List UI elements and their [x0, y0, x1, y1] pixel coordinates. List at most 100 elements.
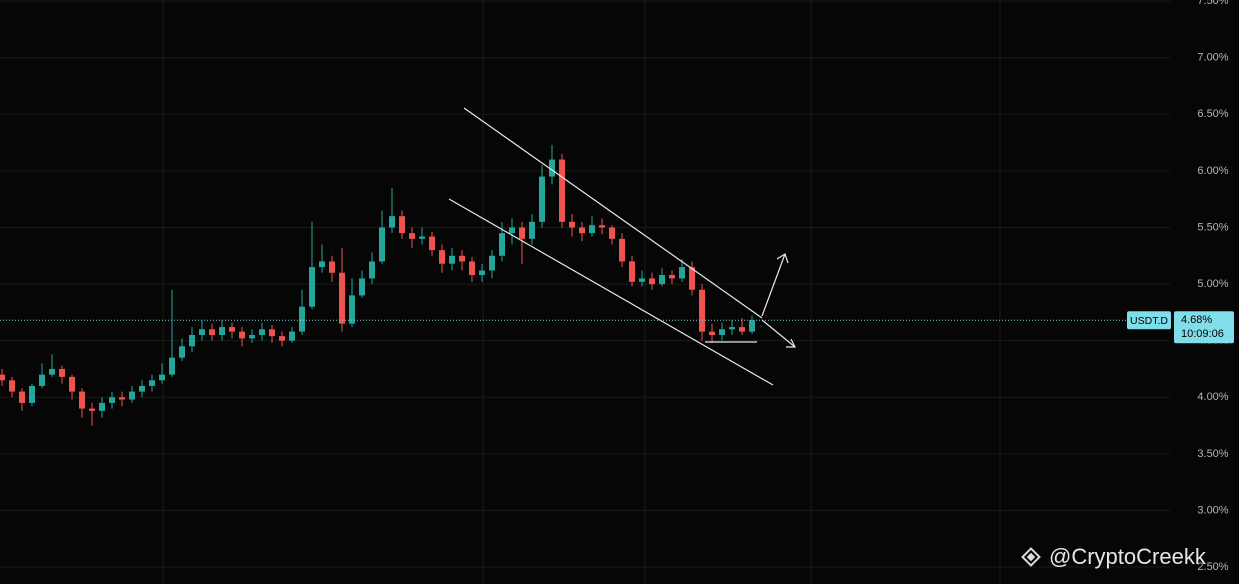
arrow-down-head — [786, 338, 796, 348]
candle-body — [59, 368, 65, 377]
candle-body — [379, 227, 385, 262]
y-tick-label: 2.50% — [1197, 561, 1228, 573]
candle-body — [479, 270, 485, 276]
vertical-grid — [162, 0, 1001, 584]
candle-body — [349, 295, 355, 324]
arrow-up — [761, 253, 786, 317]
candle-body — [39, 374, 45, 386]
candle-body — [279, 336, 285, 341]
candle-body — [249, 335, 255, 339]
candle-body — [219, 327, 225, 336]
candle-body — [539, 176, 545, 222]
candle-body — [0, 374, 5, 381]
candle-body — [489, 255, 495, 271]
candle-body — [549, 159, 555, 177]
candle-body — [309, 267, 315, 307]
candle-body — [239, 331, 245, 339]
candle-body — [129, 391, 135, 400]
candle-body — [199, 329, 205, 336]
candle-body — [89, 408, 95, 411]
candle-body — [509, 227, 515, 234]
symbol-label: USDT.D — [1130, 315, 1168, 327]
candle-body — [19, 391, 25, 403]
candle-body — [519, 227, 525, 239]
candle-body — [139, 385, 145, 392]
candle-body — [49, 368, 55, 375]
candle-body — [99, 402, 105, 411]
candle-body — [569, 221, 575, 228]
candle-body — [159, 374, 165, 381]
price-box — [1174, 311, 1234, 344]
candle-body — [329, 261, 335, 273]
candle-body — [149, 380, 155, 386]
candle-body — [319, 261, 325, 268]
candle-body — [599, 225, 605, 228]
watermark: @CryptoCreekk — [1021, 544, 1207, 569]
candle-body — [369, 261, 375, 279]
channel-lower — [448, 198, 774, 386]
candle-body — [749, 320, 755, 332]
symbol-box — [1127, 311, 1171, 330]
candles — [0, 144, 755, 426]
candle-body — [189, 335, 195, 347]
candle-body — [449, 255, 455, 264]
candle-body — [299, 306, 305, 332]
arrow-down — [761, 319, 796, 348]
candle-body — [429, 236, 435, 251]
candle-body — [679, 267, 685, 279]
candle-body — [389, 216, 395, 228]
candle-body — [409, 233, 415, 239]
candle-body — [629, 261, 635, 282]
candle-body — [589, 225, 595, 234]
candle-body — [209, 329, 215, 336]
candle-body — [619, 238, 625, 262]
candle-body — [529, 221, 535, 239]
candle-body — [359, 278, 365, 296]
candle-body — [229, 327, 235, 332]
candle-body — [659, 275, 665, 285]
candle-body — [29, 385, 35, 403]
candle-body — [639, 278, 645, 282]
candle-body — [339, 272, 345, 324]
countdown-label: 10:09:06 — [1181, 328, 1224, 340]
candle-body — [609, 227, 615, 239]
candle-body — [459, 255, 465, 262]
candle-body — [269, 329, 275, 337]
candle-body — [469, 261, 475, 276]
watermark-icon — [1021, 547, 1041, 567]
arrow-up-head — [776, 253, 789, 264]
drawings — [448, 107, 796, 386]
grid: 2.50%3.00%3.50%4.00%4.50%5.00%5.50%6.00%… — [0, 0, 1229, 573]
candle-body — [69, 376, 75, 392]
candle-body — [579, 227, 585, 234]
price-label: 4.68% — [1181, 314, 1212, 326]
candle-body — [289, 331, 295, 341]
y-tick-label: 5.50% — [1197, 221, 1228, 233]
candle-body — [399, 216, 405, 234]
candle-body — [709, 331, 715, 336]
candle-body — [719, 329, 725, 336]
candle-body — [689, 267, 695, 290]
candle-body — [79, 391, 85, 409]
candle-body — [699, 289, 705, 332]
y-tick-label: 3.50% — [1197, 448, 1228, 460]
y-tick-label: 7.00% — [1197, 52, 1228, 64]
y-tick-label: 4.00% — [1197, 391, 1228, 403]
candle-body — [669, 275, 675, 279]
candle-body — [419, 236, 425, 239]
candle-body — [109, 397, 115, 403]
watermark-text: @CryptoCreekk — [1049, 544, 1207, 569]
candle-body — [559, 159, 565, 222]
last-price: USDT.D 4.68% 10:09:06 — [0, 311, 1234, 344]
y-tick-label: 5.00% — [1197, 278, 1228, 290]
y-tick-label: 3.00% — [1197, 504, 1228, 516]
y-tick-label: 6.50% — [1197, 108, 1228, 120]
candle-body — [9, 380, 15, 392]
y-tick-label: 6.00% — [1197, 165, 1228, 177]
candle-body — [649, 278, 655, 285]
candle-body — [439, 250, 445, 264]
candle-body — [119, 397, 125, 400]
